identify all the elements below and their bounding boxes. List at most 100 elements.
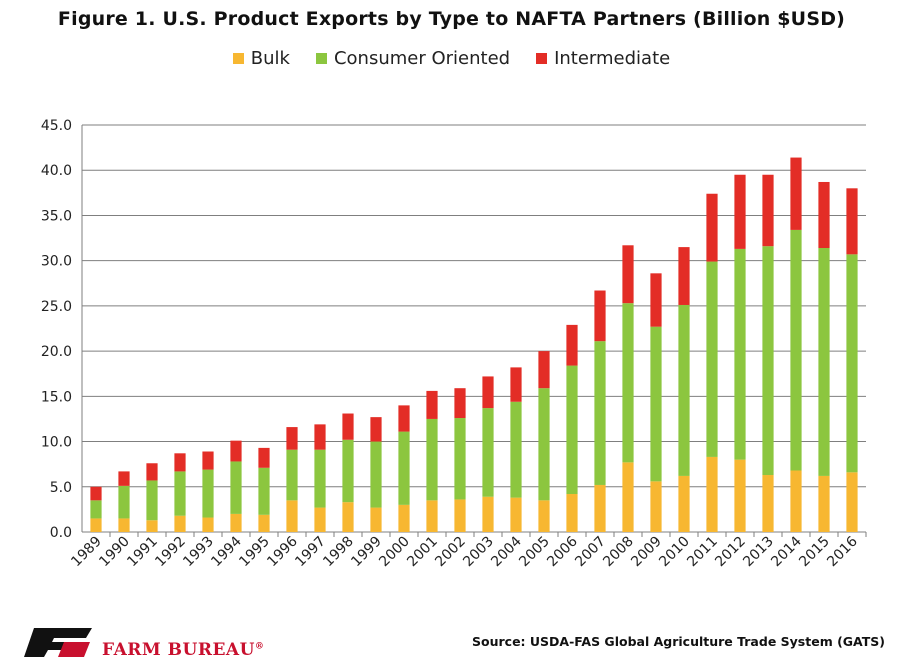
farm-bureau-logo-icon (24, 628, 92, 657)
bar-bulk (790, 470, 802, 532)
bar-intermediate (706, 193, 718, 262)
x-tick-label: 2003 (460, 534, 497, 571)
legend-item-bulk: Bulk (232, 48, 290, 69)
legend-swatch-intermediate (536, 53, 548, 64)
logo-text: FARM BUREAU® (102, 640, 264, 660)
bar-consumer (454, 418, 466, 500)
legend-label-bulk: Bulk (250, 48, 290, 69)
bar-consumer (174, 471, 186, 516)
bar-intermediate (846, 188, 858, 255)
bar-bulk (482, 496, 494, 532)
bar-intermediate (818, 181, 830, 249)
x-tick-label: 2009 (628, 534, 665, 571)
legend: Bulk Consumer Oriented Intermediate (0, 48, 903, 69)
y-tick-label: 40.0 (41, 163, 72, 179)
bar-intermediate (622, 245, 634, 304)
bar-intermediate (230, 440, 242, 462)
x-tick-label: 2012 (712, 534, 749, 571)
bar-intermediate (342, 413, 354, 440)
x-tick-label: 1997 (292, 534, 329, 571)
bar-bulk (566, 494, 578, 532)
bar-bulk (650, 481, 662, 532)
bar-consumer (370, 441, 382, 508)
legend-label-intermediate: Intermediate (554, 48, 671, 69)
bar-bulk (678, 475, 690, 532)
bar-bulk (454, 499, 466, 532)
bar-consumer (734, 248, 746, 460)
bar-intermediate (90, 486, 102, 501)
x-tick-label: 1992 (152, 534, 189, 571)
x-tick-label: 2001 (404, 534, 441, 571)
bar-intermediate (202, 451, 214, 470)
bar-bulk (510, 497, 522, 532)
bar-consumer (342, 439, 354, 503)
bar-intermediate (258, 447, 270, 468)
bar-bulk (118, 518, 130, 532)
bar-bulk (762, 475, 774, 532)
bar-bulk (594, 484, 606, 532)
x-tick-label: 2011 (684, 534, 721, 571)
x-tick-label: 2014 (768, 533, 805, 570)
x-tick-label: 2005 (516, 534, 553, 571)
bar-bulk (258, 514, 270, 532)
bar-consumer (90, 500, 102, 519)
x-tick-label: 2016 (824, 533, 861, 570)
x-tick-label: 1990 (96, 534, 133, 571)
bar-consumer (538, 388, 550, 501)
bar-bulk (370, 507, 382, 532)
x-tick-label: 1995 (236, 534, 273, 571)
bar-consumer (650, 326, 662, 482)
y-tick-label: 35.0 (41, 208, 72, 224)
bar-intermediate (594, 290, 606, 342)
x-tick-label: 1998 (320, 534, 357, 571)
x-tick-label: 2006 (544, 533, 581, 570)
bar-intermediate (314, 424, 326, 450)
bar-consumer (258, 467, 270, 515)
bar-consumer (706, 261, 718, 457)
x-tick-label: 2008 (600, 534, 637, 571)
source-note: Source: USDA-FAS Global Agriculture Trad… (472, 634, 885, 649)
bar-consumer (426, 418, 438, 501)
x-tick-label: 1994 (208, 533, 245, 570)
bar-bulk (202, 517, 214, 532)
x-tick-label: 2010 (656, 534, 693, 571)
bar-consumer (202, 469, 214, 518)
legend-item-intermediate: Intermediate (536, 48, 670, 69)
legend-item-consumer: Consumer Oriented (315, 48, 511, 69)
y-tick-label: 15.0 (41, 389, 72, 405)
bar-consumer (146, 480, 158, 521)
bar-bulk (286, 500, 298, 532)
bar-bulk (146, 520, 158, 532)
y-tick-label: 30.0 (41, 254, 72, 270)
bar-bulk (398, 504, 410, 532)
logo-registered-mark: ® (254, 641, 265, 652)
bar-intermediate (286, 427, 298, 450)
x-tick-label: 1989 (68, 534, 105, 571)
bar-consumer (846, 254, 858, 473)
logo-name: FARM BUREAU (102, 640, 255, 660)
legend-label-consumer: Consumer Oriented (333, 48, 511, 69)
bar-bulk (706, 456, 718, 532)
bar-bulk (342, 502, 354, 532)
y-tick-label: 45.0 (41, 118, 72, 134)
bar-consumer (678, 304, 690, 476)
x-tick-label: 1996 (264, 533, 301, 570)
bar-consumer (762, 246, 774, 476)
x-tick-label: 2007 (572, 534, 609, 571)
y-tick-label: 10.0 (41, 435, 72, 451)
y-tick-label: 0.0 (50, 525, 72, 541)
bar-intermediate (454, 388, 466, 419)
bar-intermediate (398, 405, 410, 432)
chart-title: Figure 1. U.S. Product Exports by Type t… (57, 8, 846, 30)
bar-bulk (538, 500, 550, 532)
x-tick-label: 2015 (796, 534, 833, 571)
bar-consumer (594, 341, 606, 485)
bar-consumer (818, 248, 830, 476)
bar-bulk (174, 515, 186, 532)
x-tick-label: 2013 (740, 534, 777, 571)
bar-bulk (314, 507, 326, 532)
bar-consumer (790, 229, 802, 471)
bar-consumer (566, 365, 578, 495)
bar-intermediate (650, 273, 662, 327)
bar-consumer (398, 431, 410, 505)
